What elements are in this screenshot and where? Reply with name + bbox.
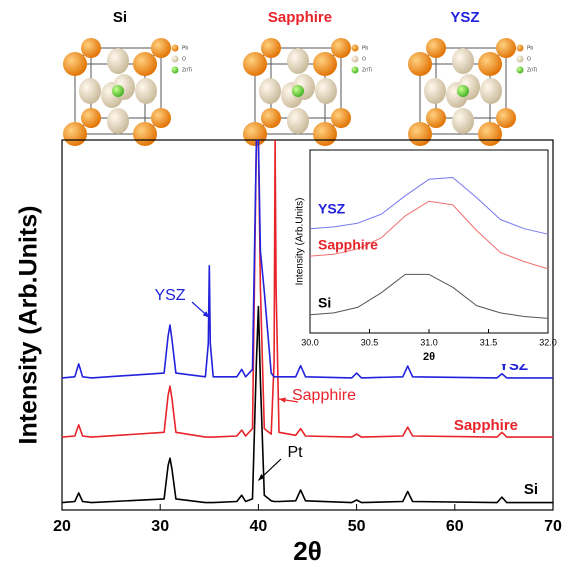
x-tick-label: 40 [250,518,268,535]
structure-legend-label: Zr/Ti [182,67,192,73]
series-line [62,140,553,379]
lead-atom [63,122,87,146]
arrow-head [258,473,265,481]
y-axis-label: Intensity (Arb.Units) [15,206,43,445]
inset-y-axis-label: Intensity (Arb.Units) [295,198,306,286]
inset-x-tick-label: 30.0 [301,337,319,347]
arrow-head [202,311,210,318]
x-tick-label: 70 [544,518,562,535]
legend-swatch [351,44,359,52]
oxygen-atom [452,48,474,74]
center-atom [457,85,469,97]
crystal-structures: Si Pb O Zr/Ti Sapphire Pb O Zr/Ti YSZ Pb O Zr/Ti [63,9,537,146]
inset-x-tick-label: 30.5 [361,337,379,347]
main-plot [62,140,553,504]
lead-atom [331,108,351,128]
x-tick-label: 20 [53,518,71,535]
legend-swatch [351,66,359,74]
lead-atom [331,38,351,58]
lead-atom [496,108,516,128]
series-line [62,140,553,438]
lead-atom [478,52,502,76]
structure-label: Sapphire [268,9,332,26]
lead-atom [496,38,516,58]
annotation: YSZ [154,287,185,304]
oxygen-atom [480,78,502,104]
structure-legend-label: Pb [362,45,368,51]
lead-atom [313,122,337,146]
structure-label: Si [113,9,127,26]
structure-legend-label: O [182,56,186,62]
inset-series-label: Sapphire [318,237,378,253]
lead-atom [81,38,101,58]
inset-x-tick-label: 31.0 [420,337,438,347]
structure-legend-label: Pb [182,45,188,51]
structure-legend-label: Pb [527,45,533,51]
plot-frame [61,139,554,511]
center-atom [292,85,304,97]
center-atom [112,85,124,97]
legend-swatch [516,44,524,52]
series-line [309,177,549,235]
legend-swatch [351,55,359,63]
lead-atom [313,52,337,76]
structure-legend-label: Zr/Ti [362,67,372,73]
lead-atom [151,108,171,128]
inset-x-tick-label: 31.5 [480,337,498,347]
legend-swatch [171,66,179,74]
oxygen-atom [287,108,309,134]
legend-swatch [171,55,179,63]
structure-label: YSZ [450,9,479,26]
series-label: Sapphire [454,417,518,434]
lead-atom [81,108,101,128]
x-axis-label: 2θ [293,536,322,566]
oxygen-atom [424,78,446,104]
series-line [309,273,549,319]
oxygen-atom [259,78,281,104]
inset-x-tick-label: 32.0 [539,337,557,347]
lead-atom [133,52,157,76]
series-line [62,305,553,504]
structure-legend-label: O [362,56,366,62]
lead-atom [478,122,502,146]
x-tick-label: 30 [151,518,169,535]
legend-swatch [171,44,179,52]
oxygen-atom [135,78,157,104]
lead-atom [408,52,432,76]
inset-series-label: YSZ [318,201,346,217]
legend-swatch [516,66,524,74]
oxygen-atom [79,78,101,104]
series-line [309,200,549,270]
lead-atom [151,38,171,58]
oxygen-atom [107,108,129,134]
lead-atom [133,122,157,146]
overlay: 20 30 40 50 60 70 2θ Intensity (Arb.Units) Si Sap… [15,146,562,566]
oxygen-atom [287,48,309,74]
x-tick-label: 60 [446,518,464,535]
structure-legend-label: O [527,56,531,62]
inset-series-label: Si [318,295,331,311]
series-label: Si [524,481,538,498]
structure-legend-label: Zr/Ti [527,67,537,73]
legend-swatch [516,55,524,63]
lead-atom [63,52,87,76]
oxygen-atom [452,108,474,134]
lead-atom [426,108,446,128]
lead-atom [261,38,281,58]
lead-atom [243,52,267,76]
inset-x-axis-label: 2θ [423,351,435,363]
lead-atom [243,122,267,146]
annotation: Sapphire [292,387,356,404]
oxygen-atom [315,78,337,104]
oxygen-atom [107,48,129,74]
lead-atom [426,38,446,58]
arrow-head [279,397,286,403]
lead-atom [261,108,281,128]
lead-atom [408,122,432,146]
annotation: Pt [287,444,303,461]
x-tick-label: 50 [348,518,366,535]
